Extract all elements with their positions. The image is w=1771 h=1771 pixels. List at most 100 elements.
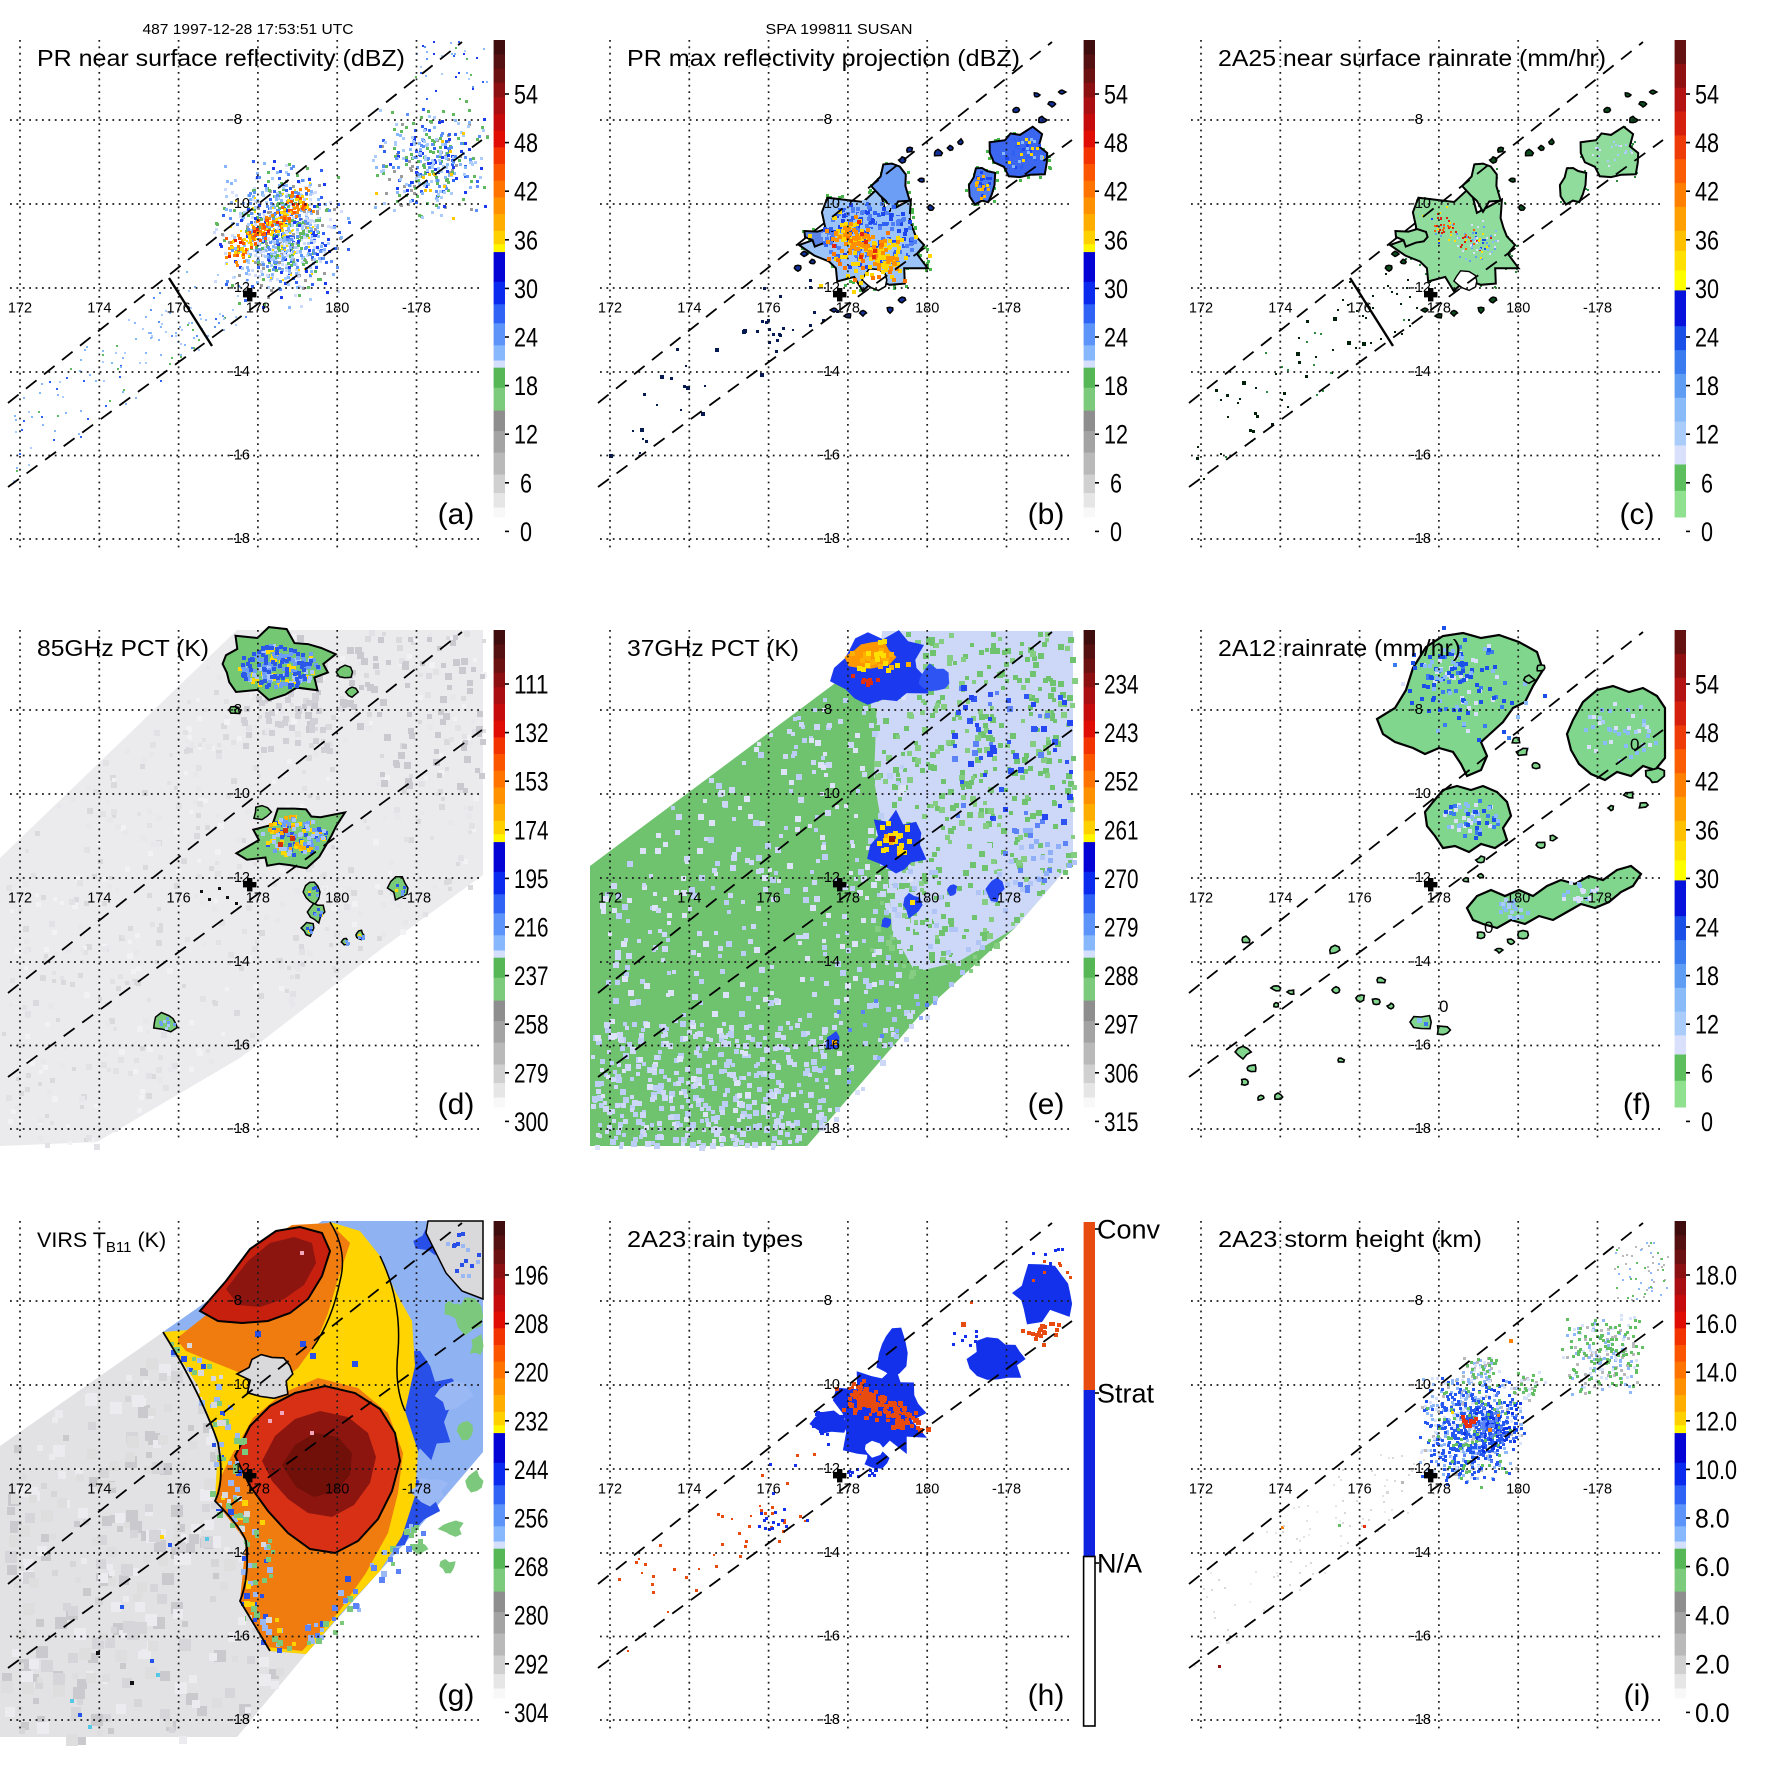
svg-text:N/A: N/A (1097, 1549, 1142, 1579)
svg-text:-18: -18 (819, 1712, 840, 1728)
svg-text:300: 300 (514, 1107, 549, 1137)
svg-text:180: 180 (915, 891, 939, 907)
svg-text:10.0: 10.0 (1695, 1455, 1737, 1485)
svg-text:176: 176 (166, 301, 190, 317)
svg-text:42: 42 (1104, 177, 1128, 207)
svg-text:-10: -10 (819, 786, 840, 802)
svg-text:-8: -8 (1410, 1293, 1423, 1309)
svg-text:-16: -16 (1410, 448, 1431, 464)
svg-text:180: 180 (1506, 301, 1530, 317)
svg-text:180: 180 (1506, 1482, 1530, 1498)
svg-text:2A25 near surface rainrate (mm: 2A25 near surface rainrate (mm/hr) (1218, 45, 1606, 71)
svg-text:306: 306 (1104, 1058, 1139, 1088)
svg-text:-178: -178 (402, 891, 431, 907)
svg-text:-10: -10 (1410, 786, 1431, 802)
svg-text:-178: -178 (992, 1482, 1021, 1498)
svg-text:176: 176 (1347, 891, 1371, 907)
svg-text:-16: -16 (229, 1629, 250, 1645)
svg-text:12: 12 (1695, 420, 1719, 450)
svg-text:36: 36 (514, 225, 538, 255)
svg-text:24: 24 (1695, 323, 1719, 353)
svg-text:54: 54 (1104, 80, 1128, 110)
svg-text:237: 237 (514, 961, 549, 991)
svg-text:-14: -14 (1410, 1545, 1431, 1561)
svg-text:180: 180 (325, 891, 349, 907)
svg-text:0: 0 (1110, 517, 1122, 547)
svg-text:-18: -18 (819, 1121, 840, 1137)
svg-text:54: 54 (1695, 80, 1719, 110)
svg-text:268: 268 (514, 1552, 549, 1582)
svg-text:174: 174 (87, 891, 111, 907)
svg-text:85GHz PCT (K): 85GHz PCT (K) (37, 635, 209, 661)
svg-text:36: 36 (1104, 225, 1128, 255)
svg-text:6.0: 6.0 (1695, 1552, 1730, 1582)
svg-text:-14: -14 (229, 954, 250, 970)
svg-text:176: 176 (756, 301, 780, 317)
svg-text:2A23 storm height (km): 2A23 storm height (km) (1218, 1226, 1482, 1252)
svg-text:(e): (e) (1028, 1088, 1065, 1121)
svg-text:195: 195 (514, 864, 549, 894)
svg-text:48: 48 (1695, 718, 1719, 748)
svg-text:PR near surface reflectivity (: PR near surface reflectivity (dBZ) (37, 45, 405, 71)
svg-text:-10: -10 (1410, 196, 1431, 212)
svg-text:18: 18 (514, 371, 538, 401)
svg-text:180: 180 (325, 1482, 349, 1498)
svg-text:-10: -10 (229, 786, 250, 802)
svg-text:176: 176 (166, 891, 190, 907)
svg-text:243: 243 (1104, 718, 1139, 748)
svg-text:178: 178 (1427, 301, 1451, 317)
svg-text:-178: -178 (1583, 301, 1612, 317)
svg-text:174: 174 (1268, 301, 1292, 317)
svg-text:178: 178 (836, 891, 860, 907)
svg-text:36: 36 (1695, 225, 1719, 255)
svg-text:-178: -178 (992, 301, 1021, 317)
svg-text:-16: -16 (1410, 1038, 1431, 1054)
svg-text:0: 0 (1701, 517, 1713, 547)
svg-text:-8: -8 (819, 1293, 832, 1309)
svg-text:256: 256 (514, 1504, 549, 1534)
svg-text:-18: -18 (1410, 531, 1431, 547)
svg-text:172: 172 (598, 301, 622, 317)
svg-text:4.0: 4.0 (1695, 1601, 1730, 1631)
svg-text:292: 292 (514, 1649, 549, 1679)
svg-text:180: 180 (915, 301, 939, 317)
svg-text:48: 48 (1695, 128, 1719, 158)
svg-text:208: 208 (514, 1309, 549, 1339)
svg-text:24: 24 (1695, 913, 1719, 943)
svg-text:36: 36 (1695, 815, 1719, 845)
svg-text:42: 42 (514, 177, 538, 207)
svg-text:178: 178 (1427, 1482, 1451, 1498)
svg-text:132: 132 (514, 718, 549, 748)
svg-text:-178: -178 (402, 301, 431, 317)
svg-text:279: 279 (1104, 913, 1139, 943)
svg-text:6: 6 (520, 468, 532, 498)
svg-text:244: 244 (514, 1455, 549, 1485)
svg-text:18: 18 (1695, 371, 1719, 401)
svg-text:174: 174 (87, 1482, 111, 1498)
svg-text:0: 0 (1484, 918, 1493, 937)
svg-text:-10: -10 (819, 1377, 840, 1393)
svg-text:0: 0 (1439, 997, 1448, 1016)
svg-text:12: 12 (514, 420, 538, 450)
svg-text:-8: -8 (1410, 112, 1423, 128)
svg-text:48: 48 (1104, 128, 1128, 158)
svg-text:-10: -10 (229, 196, 250, 212)
svg-text:261: 261 (1104, 815, 1139, 845)
svg-text:153: 153 (514, 767, 549, 797)
svg-text:(a): (a) (438, 498, 475, 531)
svg-text:-8: -8 (229, 1293, 242, 1309)
svg-text:SPA 199811 SUSAN: SPA 199811 SUSAN (766, 22, 913, 38)
svg-text:24: 24 (1104, 323, 1128, 353)
svg-text:-18: -18 (229, 531, 250, 547)
svg-text:-10: -10 (229, 1377, 250, 1393)
svg-text:174: 174 (677, 891, 701, 907)
svg-text:8.0: 8.0 (1695, 1504, 1730, 1534)
svg-text:2A23 rain types: 2A23 rain types (627, 1226, 803, 1252)
svg-text:178: 178 (836, 301, 860, 317)
svg-text:196: 196 (514, 1261, 549, 1291)
svg-text:0: 0 (1630, 735, 1639, 754)
svg-text:174: 174 (677, 1482, 701, 1498)
svg-text:178: 178 (246, 1482, 270, 1498)
svg-text:178: 178 (836, 1482, 860, 1498)
svg-text:(i): (i) (1624, 1679, 1651, 1712)
